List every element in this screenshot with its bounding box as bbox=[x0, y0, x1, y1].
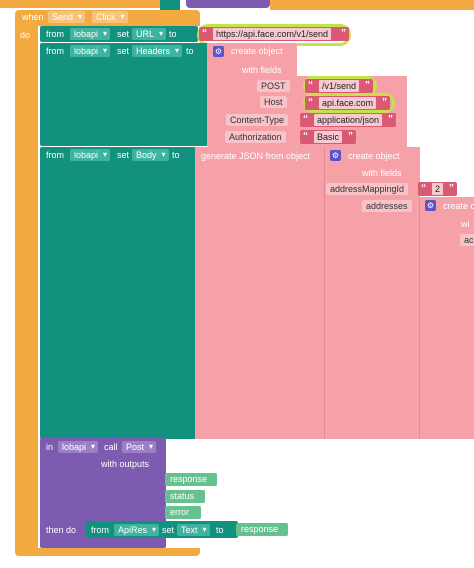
set-headers-to-label: to bbox=[186, 46, 194, 56]
header-key-content-type: Content-Type bbox=[226, 114, 289, 126]
call-with-outputs-label: with outputs bbox=[101, 459, 150, 469]
quote-close-icon: ” bbox=[365, 80, 371, 91]
event-name-dropdown[interactable]: Click bbox=[92, 11, 128, 23]
body-key-addresses: addresses bbox=[362, 200, 412, 212]
then-do-label: then do bbox=[46, 525, 77, 535]
event-component-dropdown[interactable]: Send bbox=[48, 11, 86, 23]
headers-with-fields-label: with fields bbox=[242, 65, 282, 75]
set-body-set-label: set bbox=[117, 150, 130, 160]
quote-open-icon: “ bbox=[303, 114, 308, 125]
mutator-gear-icon[interactable]: ⚙ bbox=[330, 150, 341, 161]
header-value-host[interactable]: api.face.com bbox=[319, 97, 377, 109]
call-in-label: in bbox=[46, 442, 54, 452]
set-headers-component-dropdown[interactable]: lobapi bbox=[70, 45, 111, 57]
nested-with-fields-label: wi bbox=[461, 219, 470, 229]
quote-open-icon: “ bbox=[202, 28, 207, 39]
set-apires-property-dropdown[interactable]: Text bbox=[177, 524, 210, 536]
set-body-block[interactable] bbox=[40, 147, 196, 439]
set-headers-set-label: set bbox=[117, 46, 130, 56]
do-label: do bbox=[20, 30, 31, 40]
header-value-post-block[interactable]: “ /v1/send ” bbox=[305, 79, 374, 93]
header-value-content-type-block[interactable]: “ application/json ” bbox=[300, 113, 397, 127]
set-apires-from-label: from bbox=[91, 525, 109, 535]
generate-json-label: generate JSON from object bbox=[201, 151, 311, 161]
when-label: when bbox=[22, 12, 44, 22]
body-key-addressmappingid: addressMappingId bbox=[326, 183, 409, 195]
quote-close-icon: ” bbox=[449, 183, 455, 194]
set-url-set-label: set bbox=[117, 29, 130, 39]
header-key-post: POST bbox=[257, 80, 290, 92]
clipped-block-top-left bbox=[0, 0, 170, 8]
host-highlight bbox=[303, 93, 395, 113]
mutator-gear-icon[interactable]: ⚙ bbox=[213, 46, 224, 57]
quote-open-icon: “ bbox=[308, 80, 313, 91]
set-body-from-label: from bbox=[46, 150, 64, 160]
header-key-host: Host bbox=[260, 96, 287, 108]
body-create-object-block[interactable] bbox=[324, 147, 420, 439]
quote-close-icon: ” bbox=[348, 131, 354, 142]
generate-json-block[interactable] bbox=[195, 147, 325, 439]
mutator-gear-icon[interactable]: ⚙ bbox=[425, 200, 436, 211]
output-error[interactable]: error bbox=[165, 506, 201, 519]
set-url-component-dropdown[interactable]: lobapi bbox=[70, 28, 111, 40]
clipped-block-top-right bbox=[270, 0, 474, 10]
call-component-dropdown[interactable]: lobapi bbox=[58, 441, 99, 453]
set-url-from-label: from bbox=[46, 29, 64, 39]
nested-create-object-label: create o bbox=[443, 201, 474, 211]
body-with-fields-label: with fields bbox=[362, 168, 402, 178]
set-apires-value-response[interactable]: response bbox=[236, 523, 288, 536]
headers-create-object-block[interactable] bbox=[207, 43, 297, 147]
set-apires-to-label: to bbox=[216, 525, 224, 535]
quote-open-icon: “ bbox=[421, 183, 426, 194]
quote-close-icon: ” bbox=[382, 97, 388, 108]
set-apires-component-dropdown[interactable]: ApiRes bbox=[114, 524, 160, 536]
body-value-addressmappingid-block[interactable]: “ 2 ” bbox=[418, 182, 458, 196]
header-value-host-block[interactable]: “ api.face.com ” bbox=[305, 96, 391, 110]
body-value-addressmappingid[interactable]: 2 bbox=[432, 183, 444, 195]
set-headers-property-dropdown[interactable]: Headers bbox=[132, 45, 183, 57]
clipped-block-top-purple bbox=[186, 0, 270, 8]
set-url-to-label: to bbox=[169, 29, 177, 39]
header-value-authorization[interactable]: Basic bbox=[314, 131, 343, 143]
output-status[interactable]: status bbox=[165, 490, 205, 503]
quote-open-icon: “ bbox=[303, 131, 308, 142]
call-method-dropdown[interactable]: Post bbox=[122, 441, 157, 453]
header-value-authorization-block[interactable]: “ Basic ” bbox=[300, 130, 357, 144]
url-value[interactable]: https://api.face.com/v1/send bbox=[213, 28, 332, 40]
url-string-block[interactable]: “ https://api.face.com/v1/send ” bbox=[199, 27, 349, 41]
set-url-property-dropdown[interactable]: URL bbox=[132, 28, 167, 40]
headers-create-object-label: create object bbox=[231, 46, 283, 56]
call-label: call bbox=[104, 442, 118, 452]
body-create-object-label: create object bbox=[348, 151, 400, 161]
set-body-property-dropdown[interactable]: Body bbox=[132, 149, 169, 161]
output-response[interactable]: response bbox=[165, 473, 217, 486]
set-body-component-dropdown[interactable]: lobapi bbox=[70, 149, 111, 161]
quote-close-icon: ” bbox=[341, 28, 346, 39]
quote-open-icon: “ bbox=[308, 97, 313, 108]
header-key-authorization: Authorization bbox=[225, 131, 286, 143]
set-headers-from-label: from bbox=[46, 46, 64, 56]
quote-close-icon: ” bbox=[388, 114, 394, 125]
set-apires-set-label: set bbox=[162, 525, 175, 535]
set-headers-block[interactable] bbox=[40, 43, 208, 146]
header-value-post[interactable]: /v1/send bbox=[319, 80, 360, 92]
header-value-content-type[interactable]: application/json bbox=[314, 114, 383, 126]
nested-field-key: ac bbox=[460, 234, 474, 246]
set-body-to-label: to bbox=[172, 150, 180, 160]
